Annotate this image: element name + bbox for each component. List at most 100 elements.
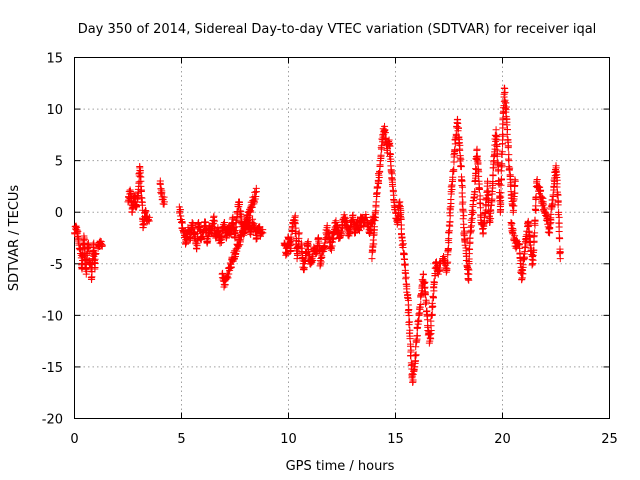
- data-point: [459, 198, 467, 206]
- data-point: [556, 255, 564, 263]
- data-point: [252, 188, 260, 196]
- data-point: [458, 193, 466, 201]
- data-point: [92, 249, 100, 257]
- data-point: [459, 208, 467, 216]
- data-point: [473, 145, 481, 153]
- x-axis-label: GPS time / hours: [286, 459, 395, 474]
- data-point: [492, 126, 500, 134]
- chart-title: Day 350 of 2014, Sidereal Day-to-day VTE…: [78, 22, 597, 37]
- data-point: [211, 217, 219, 225]
- data-point: [451, 147, 459, 155]
- data-point: [431, 272, 439, 280]
- data-point: [501, 88, 509, 96]
- data-point: [457, 155, 465, 163]
- data-point: [399, 240, 407, 248]
- data-point: [470, 194, 478, 202]
- data-point: [456, 145, 464, 153]
- data-point: [317, 258, 325, 266]
- data-point: [468, 219, 476, 227]
- data-point: [457, 163, 465, 171]
- data-point: [135, 178, 143, 186]
- data-point: [132, 203, 140, 211]
- data-point: [406, 318, 414, 326]
- x-tick-label: 5: [177, 432, 185, 447]
- data-point: [246, 207, 254, 215]
- data-point: [504, 144, 512, 152]
- data-point: [160, 198, 168, 206]
- data-point: [204, 238, 212, 246]
- data-point: [424, 316, 432, 324]
- data-point: [497, 176, 505, 184]
- data-point: [466, 246, 474, 254]
- data-point: [141, 206, 149, 214]
- data-point: [552, 164, 560, 172]
- data-point: [386, 142, 394, 150]
- data-point: [536, 183, 544, 191]
- data-point: [237, 208, 245, 216]
- data-point: [426, 330, 434, 338]
- plot-frame: [74, 57, 610, 419]
- data-point: [227, 264, 235, 272]
- data-point: [460, 212, 468, 220]
- data-point: [250, 197, 258, 205]
- data-point: [298, 244, 306, 252]
- y-tick-label: -10: [42, 309, 63, 324]
- data-point: [465, 276, 473, 284]
- data-point: [495, 180, 503, 188]
- data-point: [247, 208, 255, 216]
- data-point: [295, 229, 303, 237]
- y-tick-label: -15: [42, 361, 63, 376]
- data-point: [370, 240, 378, 248]
- data-point: [370, 223, 378, 231]
- x-tick-label: 25: [601, 432, 618, 447]
- data-point: [332, 222, 340, 230]
- data-point: [309, 256, 317, 264]
- data-point: [429, 294, 437, 302]
- data-point: [518, 274, 526, 282]
- data-point: [533, 175, 541, 183]
- data-point: [511, 177, 519, 185]
- data-point: [459, 183, 467, 191]
- data-point: [297, 241, 305, 249]
- data-point: [554, 201, 562, 209]
- data-point: [519, 266, 527, 274]
- data-point: [435, 267, 443, 275]
- data-point: [497, 206, 505, 214]
- data-point: [232, 229, 240, 237]
- data-point: [236, 201, 244, 209]
- data-point: [498, 161, 506, 169]
- data-point: [419, 271, 427, 279]
- data-point: [448, 181, 456, 189]
- data-point: [221, 281, 229, 289]
- data-point: [486, 218, 494, 226]
- data-point: [530, 238, 538, 246]
- data-point: [450, 166, 458, 174]
- data-point: [176, 209, 184, 217]
- data-point: [454, 119, 462, 127]
- data-point: [503, 126, 511, 134]
- x-tick-label: 20: [494, 432, 511, 447]
- data-point: [555, 234, 563, 242]
- y-tick-label: 15: [46, 52, 63, 67]
- data-point: [555, 228, 563, 236]
- data-point: [430, 287, 438, 295]
- data-point: [507, 181, 515, 189]
- data-point: [429, 302, 437, 310]
- x-tick-labels: 0 5 10 15 20 25: [70, 432, 617, 447]
- data-point: [417, 300, 425, 308]
- data-point: [506, 164, 514, 172]
- data-point: [356, 223, 364, 231]
- data-point: [531, 229, 539, 237]
- y-tick-labels: -20 -15 -10 -5 0 5 10 15: [42, 52, 63, 428]
- data-point: [291, 220, 299, 228]
- data-point: [237, 212, 245, 220]
- data-point: [240, 229, 248, 237]
- data-point: [259, 229, 267, 237]
- data-point: [216, 239, 224, 247]
- data-point: [192, 238, 200, 246]
- data-point: [301, 257, 309, 265]
- data-point: [511, 189, 519, 197]
- data-point: [378, 142, 386, 150]
- data-point: [468, 214, 476, 222]
- data-point: [429, 292, 437, 300]
